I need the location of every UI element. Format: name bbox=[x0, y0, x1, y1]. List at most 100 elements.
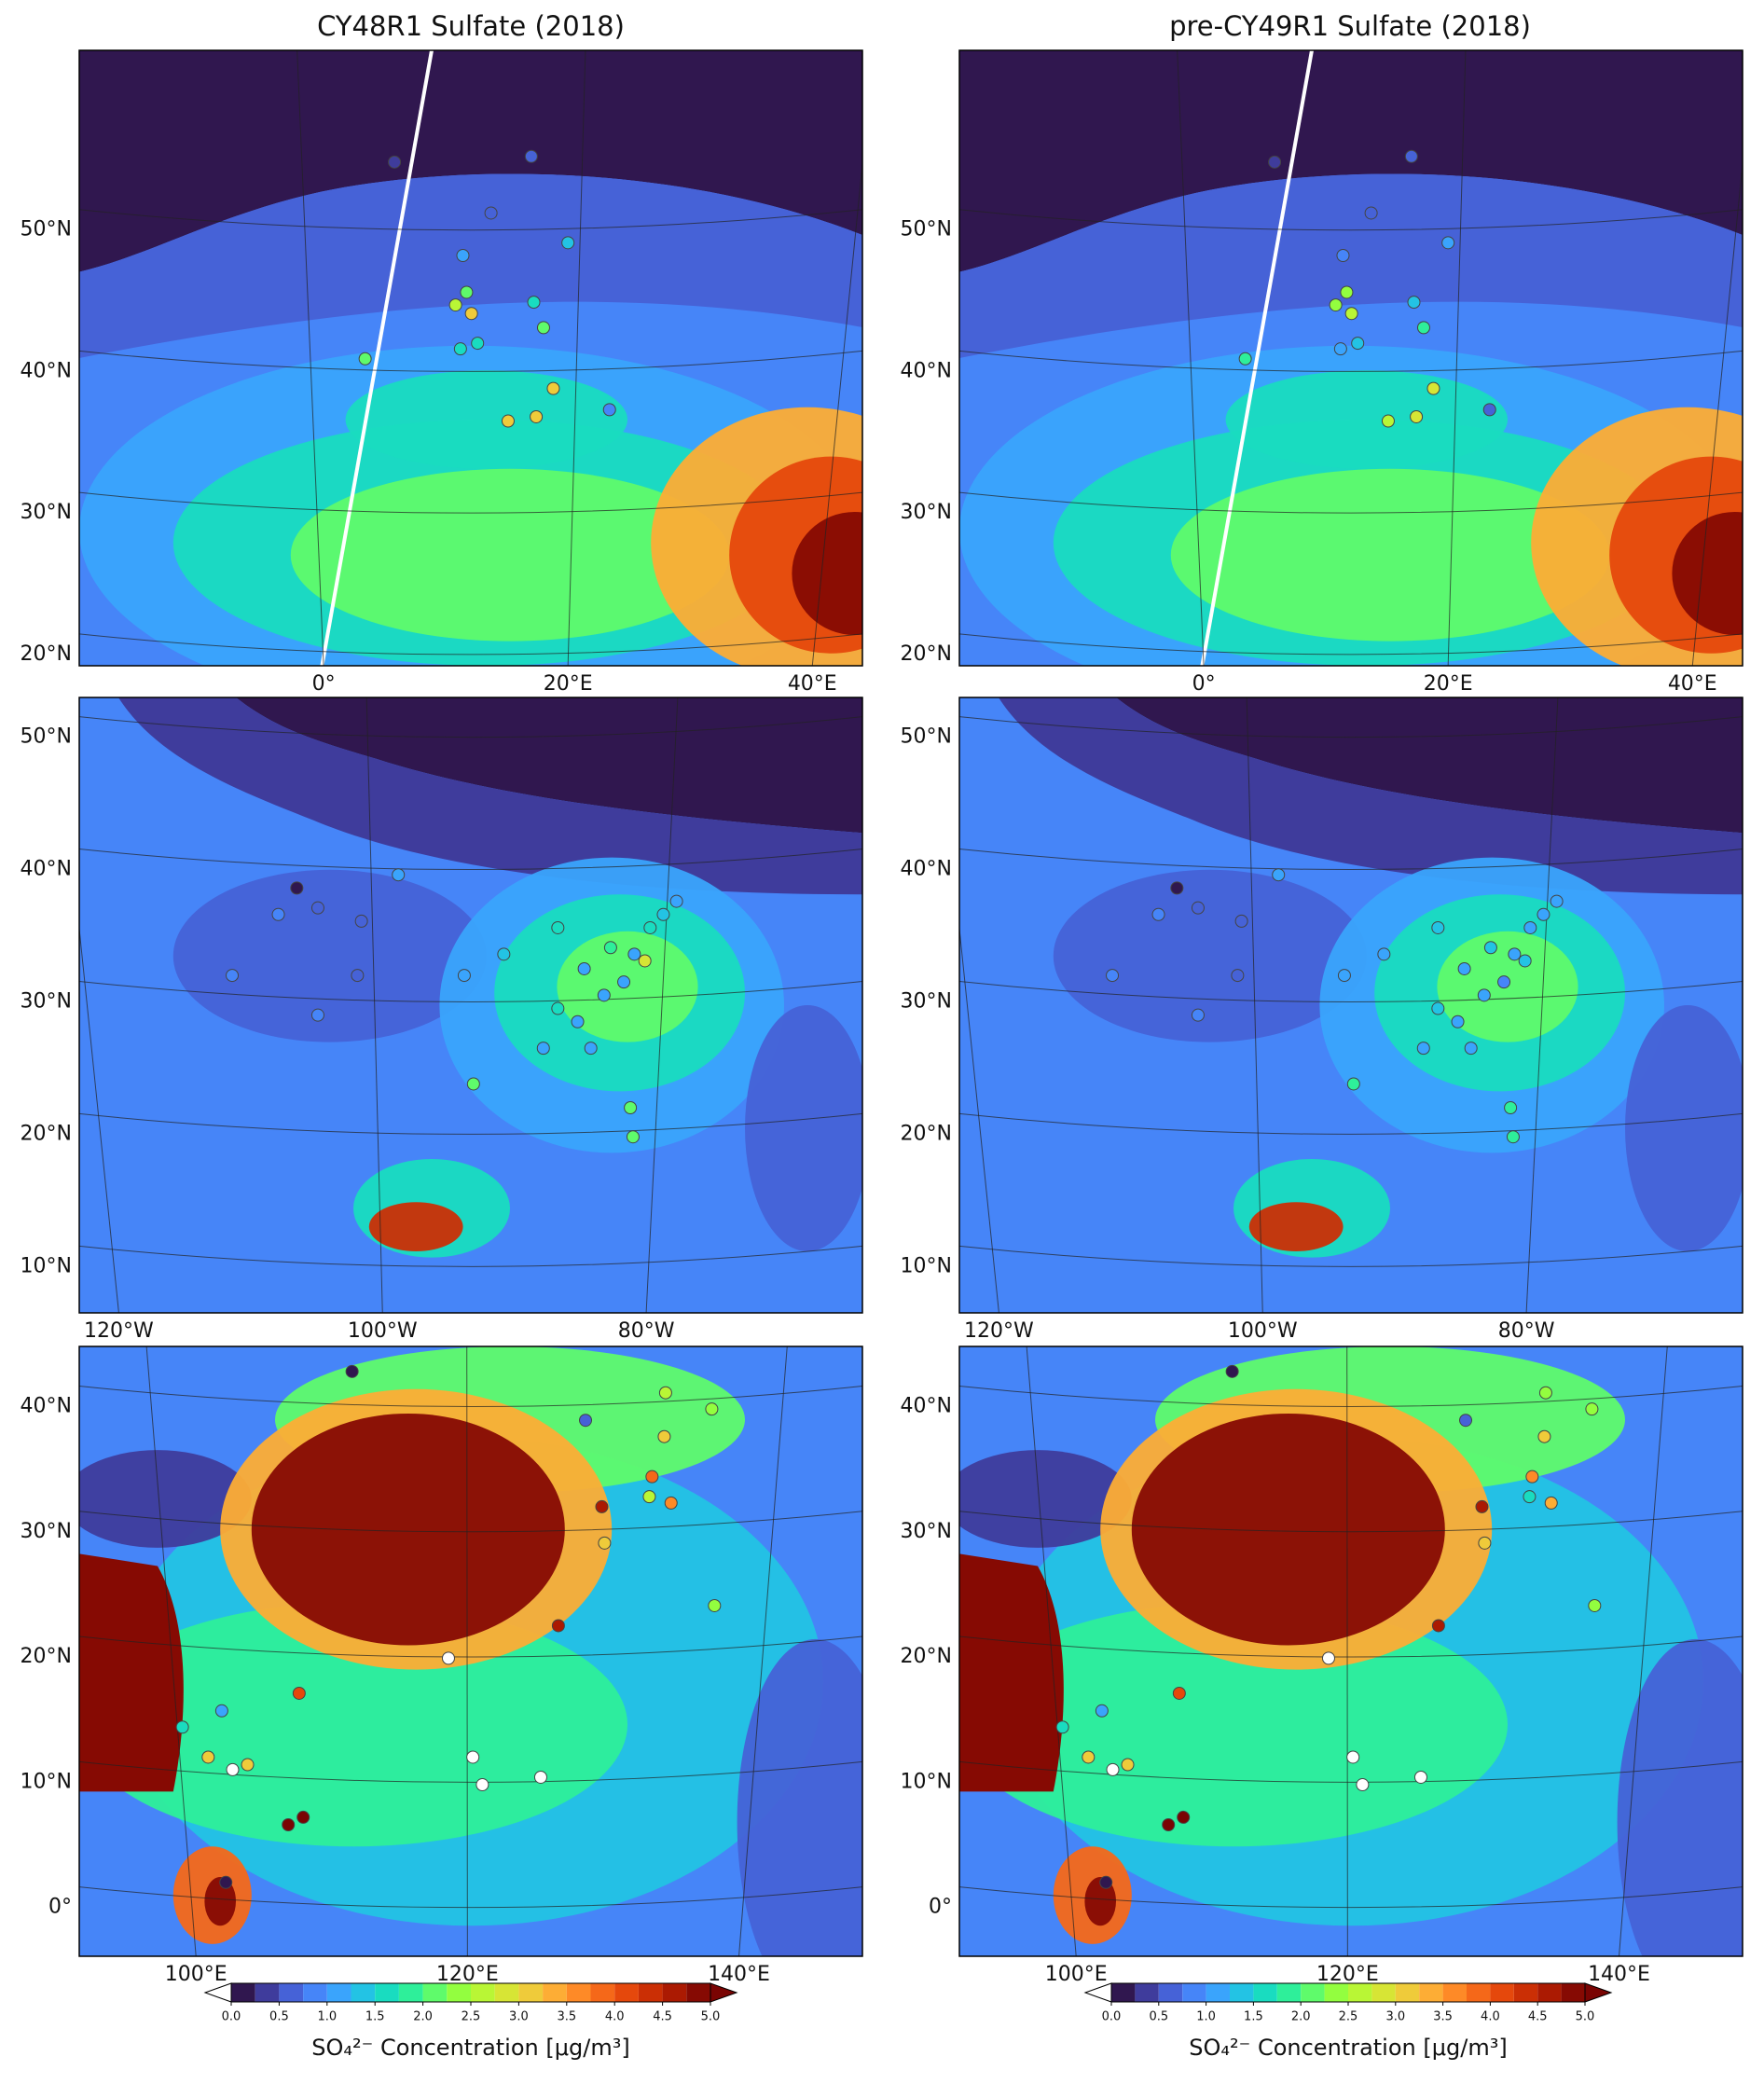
map-field bbox=[368, 1202, 463, 1251]
station bbox=[296, 1810, 310, 1824]
station bbox=[214, 1704, 228, 1718]
station bbox=[1416, 1042, 1430, 1056]
colorbar-bin bbox=[1206, 1983, 1230, 2002]
station bbox=[584, 1042, 598, 1056]
map-field bbox=[1625, 1005, 1743, 1251]
station bbox=[1336, 249, 1350, 262]
map-field bbox=[959, 50, 1743, 272]
x-tick-label: 80°W bbox=[1498, 1319, 1555, 1343]
map-field bbox=[79, 1602, 627, 1847]
station bbox=[617, 975, 631, 989]
grid-line bbox=[1346, 1346, 1348, 1956]
map-field bbox=[1084, 1876, 1116, 1926]
station bbox=[1356, 1778, 1370, 1792]
station bbox=[1082, 1750, 1096, 1764]
x-tick-label: 140°E bbox=[1588, 1963, 1650, 1986]
y-tick-label: 40°N bbox=[901, 858, 952, 881]
station bbox=[643, 920, 657, 934]
map-field bbox=[79, 173, 862, 358]
map-field bbox=[959, 173, 1743, 358]
station bbox=[658, 1386, 672, 1400]
panel-title: CY48R1 Sulfate (2018) bbox=[317, 10, 625, 42]
x-tick-label: 100°W bbox=[348, 1319, 418, 1343]
station bbox=[598, 1536, 612, 1550]
station bbox=[1588, 1598, 1602, 1612]
map-field bbox=[118, 697, 862, 895]
station bbox=[1151, 907, 1165, 921]
map-field bbox=[79, 50, 862, 272]
y-tick-label: 10°N bbox=[21, 1770, 72, 1793]
station bbox=[603, 941, 617, 955]
missing-data bbox=[320, 50, 434, 666]
grid-line bbox=[959, 980, 1743, 1002]
station bbox=[351, 969, 365, 983]
map-field bbox=[745, 1005, 862, 1251]
colorbar-tick-label: 1.0 bbox=[317, 2010, 337, 2024]
map-field bbox=[79, 1553, 184, 1792]
station bbox=[624, 1101, 638, 1114]
station bbox=[533, 1770, 547, 1784]
station bbox=[1508, 947, 1522, 961]
station bbox=[345, 1364, 359, 1378]
colorbar-tick-label: 1.5 bbox=[365, 2010, 385, 2024]
station bbox=[546, 381, 560, 395]
station bbox=[175, 1720, 189, 1734]
station bbox=[1457, 961, 1471, 975]
colorbar-bin bbox=[1348, 1983, 1372, 2002]
map-field bbox=[345, 370, 627, 469]
station bbox=[1340, 285, 1354, 299]
colorbar-bin bbox=[1442, 1983, 1467, 2002]
station bbox=[1321, 1651, 1335, 1665]
x-tick-label: 120°E bbox=[1316, 1963, 1379, 1986]
grid-line bbox=[811, 159, 862, 666]
station bbox=[226, 969, 240, 983]
colorbar-bin bbox=[1253, 1983, 1277, 2002]
colorbar-tick-label: 4.0 bbox=[605, 2010, 625, 2024]
station bbox=[219, 1875, 233, 1889]
station bbox=[1416, 321, 1430, 335]
station bbox=[1231, 969, 1245, 983]
map-field bbox=[1225, 370, 1509, 469]
station bbox=[669, 894, 683, 908]
station bbox=[638, 954, 652, 968]
colorbar-label: SO₄²⁻ Concentration [μg/m³] bbox=[311, 2035, 629, 2061]
y-tick-label: 20°N bbox=[901, 1645, 952, 1668]
station bbox=[358, 352, 372, 366]
grid-line bbox=[79, 980, 862, 1002]
station bbox=[1191, 901, 1205, 915]
x-tick-label: 120°W bbox=[84, 1319, 154, 1343]
y-tick-label: 20°N bbox=[21, 642, 72, 666]
station bbox=[1407, 296, 1421, 310]
y-tick-label: 10°N bbox=[901, 1254, 952, 1277]
y-tick-label: 40°N bbox=[901, 359, 952, 382]
grid-line bbox=[79, 1635, 862, 1658]
colorbar-bin bbox=[1276, 1983, 1302, 2002]
grid-line bbox=[959, 350, 1743, 372]
colorbar-tick-label: 0.5 bbox=[1149, 2010, 1168, 2024]
station bbox=[271, 907, 285, 921]
grid-line bbox=[79, 350, 862, 372]
colorbar-tick-label: 2.0 bbox=[1291, 2010, 1311, 2024]
colorbar-bin bbox=[422, 1983, 448, 2002]
station bbox=[354, 914, 368, 928]
station bbox=[1410, 409, 1424, 423]
grid-line bbox=[959, 1511, 1743, 1533]
grid-line bbox=[1246, 697, 1263, 1313]
y-tick-label: 30°N bbox=[21, 1520, 72, 1543]
colorbar-tick-label: 1.0 bbox=[1196, 2010, 1216, 2024]
grid-line bbox=[79, 209, 862, 231]
y-tick-label: 40°N bbox=[21, 1394, 72, 1417]
grid-line bbox=[365, 697, 383, 1313]
station bbox=[561, 236, 575, 250]
map-panel bbox=[959, 1346, 1743, 1956]
station bbox=[1478, 1536, 1492, 1550]
colorbar-bin bbox=[494, 1983, 519, 2002]
colorbar-bin bbox=[1490, 1983, 1514, 2002]
panel-title: pre-CY49R1 Sulfate (2018) bbox=[1169, 10, 1531, 42]
station bbox=[1095, 1704, 1109, 1718]
station bbox=[464, 307, 478, 321]
colorbar-bin bbox=[1513, 1983, 1538, 2002]
grid-line bbox=[959, 1886, 1743, 1909]
map-field bbox=[737, 1638, 862, 1956]
station bbox=[1170, 881, 1184, 895]
